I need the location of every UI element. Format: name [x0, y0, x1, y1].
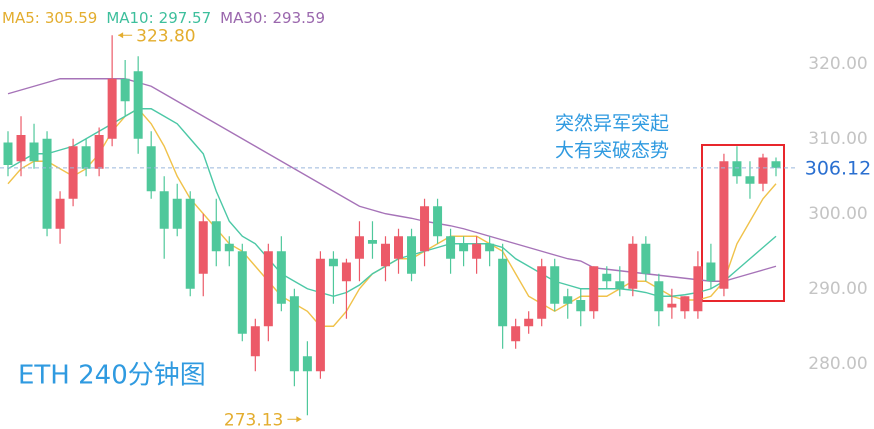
candle-body	[133, 71, 143, 139]
candle-body	[472, 243, 482, 259]
y-tick-label: 300.00	[808, 204, 867, 224]
last-price-label: 306.12	[805, 157, 871, 179]
candle-body	[120, 78, 130, 102]
candle-body	[172, 198, 182, 229]
candle-body	[354, 236, 364, 259]
candle-body	[315, 258, 325, 372]
candle-body	[367, 240, 377, 244]
candle-body	[628, 243, 638, 289]
candle-body	[602, 273, 612, 282]
candle-body	[654, 281, 664, 312]
candle-body	[732, 161, 742, 177]
arrow-head	[118, 32, 124, 39]
candle-body	[276, 251, 286, 304]
legend-entry: MA30: 293.59	[220, 9, 325, 27]
candle-body	[563, 296, 573, 304]
candle-body	[68, 146, 78, 199]
ma-line	[7, 78, 777, 282]
candle-body	[237, 251, 247, 334]
candle-body	[3, 142, 13, 165]
candle-body	[667, 303, 677, 308]
highlight-box	[701, 144, 785, 302]
candle-body	[615, 281, 625, 289]
candle-body	[459, 243, 469, 252]
candle-body	[185, 198, 195, 289]
legend-name: MA5:	[2, 9, 40, 27]
candle-body	[146, 146, 156, 192]
candle-body	[289, 296, 299, 372]
chart-title: ETH 240分钟图	[18, 361, 206, 391]
arrow-head	[296, 416, 302, 423]
legend-name: MA30:	[220, 9, 267, 27]
candle-body	[159, 191, 169, 229]
candle-body	[693, 266, 703, 312]
candle-body	[407, 236, 417, 274]
candle-body	[485, 243, 495, 252]
candle-body	[328, 258, 338, 267]
candle-body	[341, 262, 351, 282]
candle-body	[55, 198, 65, 229]
candle-body	[302, 356, 312, 372]
legend-name: MA10:	[106, 9, 153, 27]
annotation: 大有突破态势	[555, 140, 669, 162]
candle-body	[198, 221, 208, 274]
candle-body	[524, 318, 534, 327]
y-tick-label: 320.00	[808, 54, 867, 74]
candle-body	[224, 243, 234, 252]
candle-body	[94, 135, 104, 169]
candle-body	[420, 206, 430, 252]
candle-body	[394, 236, 404, 259]
candle-body	[719, 161, 729, 289]
ma-line	[7, 108, 777, 297]
candle-body	[511, 326, 521, 342]
legend-entry: MA5: 305.59	[2, 9, 97, 27]
y-tick-label: 310.00	[808, 129, 867, 149]
candle-body	[380, 243, 390, 267]
candle-body	[641, 243, 651, 274]
legend-value: 293.59	[273, 9, 326, 27]
candle-body	[433, 206, 443, 237]
candle-body	[81, 146, 91, 169]
candle-body	[29, 142, 39, 162]
legend-value: 297.57	[159, 9, 212, 27]
candle-body	[537, 266, 547, 319]
candle-body	[498, 258, 508, 327]
candle-body	[107, 78, 117, 139]
candle-body	[42, 138, 52, 229]
y-tick-label: 280.00	[808, 354, 867, 374]
legend-value: 305.59	[45, 9, 98, 27]
candle-body	[16, 135, 26, 162]
candle-body	[576, 300, 586, 312]
candle-body	[680, 296, 690, 312]
candle-body	[589, 266, 599, 312]
candle-body	[771, 161, 781, 168]
annotation: 突然异军突起	[555, 113, 669, 135]
candle-body	[211, 221, 221, 252]
candle-body	[250, 326, 260, 357]
candle-body	[745, 176, 755, 184]
candle-body	[706, 262, 716, 282]
candle-body	[263, 251, 273, 327]
low-label: 273.13	[224, 410, 283, 429]
legend-entry: MA10: 297.57	[106, 9, 211, 27]
candle-body	[446, 236, 456, 259]
y-tick-label: 290.00	[808, 279, 867, 299]
candle-body	[550, 266, 560, 304]
candle-body	[758, 157, 768, 184]
high-label: 323.80	[136, 26, 195, 46]
